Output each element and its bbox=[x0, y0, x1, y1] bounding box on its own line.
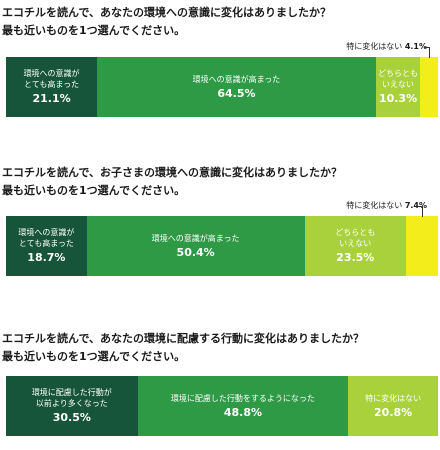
callout-label: 特に変化はない bbox=[346, 201, 403, 210]
segment-label: 環境に配慮した行動が 以前より多くなった bbox=[31, 388, 112, 408]
segment-value: 23.5% bbox=[336, 251, 375, 264]
callout-label: 特に変化はない bbox=[346, 42, 403, 51]
bar-segment: どちらとも いえない 23.5% bbox=[304, 216, 407, 276]
bar-segment: 環境に配慮した行動をするようになった 48.8% bbox=[137, 376, 349, 436]
question-title-line: エコチルを読んで、お子さまの環境への意識に変化はありましたか？ bbox=[2, 166, 343, 179]
question-title-line: エコチルを読んで、あなたの環境への意識に変化はありましたか？ bbox=[2, 6, 332, 19]
segment-label: どちらとも いえない bbox=[378, 69, 419, 89]
segment-callout: 特に変化はない 7.4% bbox=[346, 201, 427, 211]
callout-value: 4.1% bbox=[404, 42, 427, 51]
stacked-bar: 環境に配慮した行動が 以前より多くなった 30.5% 環境に配慮した行動をするように… bbox=[6, 376, 438, 436]
segment-value: 21.1% bbox=[32, 92, 71, 105]
segment-value: 20.8% bbox=[374, 405, 413, 419]
bar-segment: 特に変化はない 20.8% bbox=[348, 376, 438, 436]
bar-segment: 環境への意識が とても高まった 21.1% bbox=[6, 57, 98, 117]
callout-leader-line bbox=[417, 206, 424, 217]
callout-value: 7.4% bbox=[404, 201, 427, 210]
segment-value: 64.5% bbox=[217, 86, 256, 100]
bar-segment: 環境に配慮した行動が 以前より多くなった 30.5% bbox=[6, 376, 138, 436]
segment-value: 48.8% bbox=[223, 405, 262, 419]
bar-segment bbox=[420, 57, 438, 117]
segment-value: 50.4% bbox=[176, 245, 215, 259]
bar-segment: 環境への意識が とても高まった 18.7% bbox=[6, 216, 87, 276]
segment-label: 環境への意識が とても高まった bbox=[18, 228, 75, 248]
bar-segment: 環境への意識が高まった 64.5% bbox=[97, 57, 376, 117]
bar-segment: 環境への意識が高まった 50.4% bbox=[86, 216, 305, 276]
segment-label: 環境への意識が高まった bbox=[151, 233, 240, 243]
callout-leader-line bbox=[424, 47, 431, 58]
stacked-bar: 環境への意識が とても高まった 18.7% 環境への意識が高まった 50.4% どちらと… bbox=[6, 216, 438, 276]
segment-label: 環境への意識が高まった bbox=[192, 74, 281, 84]
segment-value: 30.5% bbox=[52, 411, 91, 424]
segment-label: 環境への意識が とても高まった bbox=[23, 69, 80, 89]
question-title-line: 最も近いものを1つ選んでください。 bbox=[2, 184, 186, 197]
question-title-line: 最も近いものを1つ選んでください。 bbox=[2, 350, 186, 363]
question-title-line: 最も近いものを1つ選んでください。 bbox=[2, 24, 186, 37]
question-title-line: エコチルを読んで、あなたの環境に配慮する行動に変化はありましたか？ bbox=[2, 332, 365, 345]
segment-callout: 特に変化はない 4.1% bbox=[346, 42, 427, 52]
segment-value: 10.3% bbox=[378, 92, 418, 105]
segment-label: 特に変化はない bbox=[365, 393, 422, 403]
segment-value: 18.7% bbox=[27, 251, 66, 264]
bar-segment bbox=[406, 216, 438, 276]
bar-segment: どちらとも いえない 10.3% bbox=[375, 57, 421, 117]
segment-label: どちらとも いえない bbox=[335, 228, 376, 248]
segment-label: 環境に配慮した行動をするようになった bbox=[170, 393, 315, 403]
stacked-bar: 環境への意識が とても高まった 21.1% 環境への意識が高まった 64.5% どちらと… bbox=[6, 57, 438, 117]
